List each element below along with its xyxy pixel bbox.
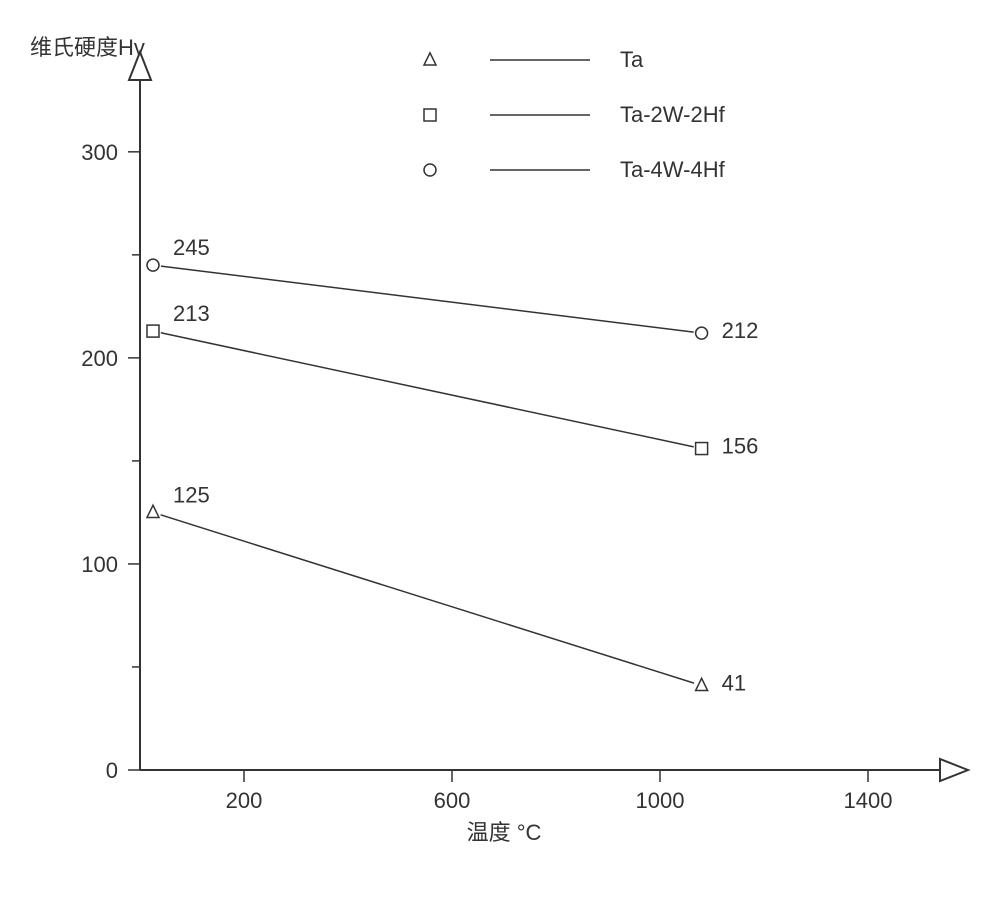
x-tick-label: 600 (434, 788, 471, 813)
legend-label: Ta-4W-4Hf (620, 157, 726, 182)
data-label: 125 (173, 482, 210, 507)
data-label: 156 (722, 434, 759, 459)
y-axis-label: 维氏硬度Hv (30, 35, 145, 60)
x-tick-label: 1400 (844, 788, 893, 813)
data-label: 213 (173, 301, 210, 326)
y-tick-label: 0 (106, 758, 118, 783)
y-tick-label: 100 (81, 552, 118, 577)
x-tick-label: 1000 (636, 788, 685, 813)
x-axis-label: 温度 °C (467, 820, 542, 845)
line-chart: 0 100 200 300 200 600 1000 1400 维氏硬度Hv 温度 °C Ta Ta-… (0, 0, 1000, 902)
x-tick-label: 200 (226, 788, 263, 813)
data-label: 245 (173, 235, 210, 260)
y-tick-label: 300 (81, 140, 118, 165)
data-label: 41 (722, 671, 746, 696)
legend-label: Ta (620, 47, 644, 72)
chart-container: 0 100 200 300 200 600 1000 1400 维氏硬度Hv 温度 °C Ta Ta-… (0, 0, 1000, 902)
y-tick-label: 200 (81, 346, 118, 371)
data-label: 212 (722, 318, 759, 343)
legend-label: Ta-2W-2Hf (620, 102, 726, 127)
